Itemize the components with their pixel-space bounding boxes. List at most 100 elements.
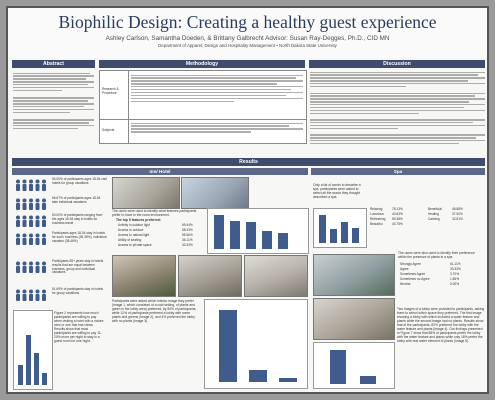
- people-icon: [14, 288, 48, 302]
- lobby-image-1: [112, 255, 176, 297]
- hotel-pref-intro: The users were used to identify what fea…: [112, 209, 197, 217]
- spa-pref-item: Sometimes no Agree 1.85%: [400, 277, 480, 282]
- poster-title: Biophilic Design: Creating a healthy gue…: [58, 12, 437, 32]
- inn-figure-caption: Figure 2 represents how much participant…: [54, 311, 104, 343]
- spa-pref-item: Agree 33.33%: [400, 267, 480, 272]
- results-header: Results: [12, 158, 485, 166]
- hotel-pref-item: Ability of seating 36.11%: [118, 238, 204, 243]
- methodology-header: Methodology: [99, 60, 305, 68]
- spa-bottom-text: Two images of a lobby were provided to p…: [397, 307, 485, 343]
- spa-word-item: Relaxing 78.13%: [370, 207, 408, 212]
- spa-word-item: Healing 37.50%: [428, 212, 478, 217]
- spa-word-label: Relaxing: [370, 207, 383, 211]
- methodology-label-research: Research & Procedure: [102, 87, 119, 95]
- hotel-pref-value: 36.11%: [182, 238, 193, 242]
- methodology-subjects-text: [131, 121, 303, 141]
- spa-pref-value: 1.85%: [450, 277, 460, 281]
- abstract-text: [13, 71, 94, 153]
- spa-word-value: 32.81%: [452, 217, 463, 221]
- spa-word-label: Beautiful: [370, 222, 383, 226]
- discussion-text: [310, 70, 485, 154]
- methodology-label-subjects: Subjects: [102, 128, 115, 132]
- hotel-pref-label: Access to outdoor: [118, 228, 144, 232]
- poster: Biophilic Design: Creating a healthy gue…: [6, 6, 489, 394]
- methodology-table: Research & Procedure Subjects: [99, 70, 307, 144]
- people-icon: [14, 178, 48, 192]
- spa-word-value: 59.38%: [392, 217, 403, 221]
- inn-pay-chart: [13, 310, 53, 390]
- poster-header: Biophilic Design: Creating a healthy gue…: [8, 8, 487, 58]
- spa-pref-item: Neutral 0.00%: [400, 282, 480, 287]
- inn-hotel-header: Inn/ Hotel: [12, 168, 308, 175]
- spa-pref-label: Strongly Agree: [400, 262, 421, 266]
- inn-stat-text: 51.69% of participants stay in hotels fo…: [52, 287, 104, 295]
- spa-pref-label: Agree: [400, 267, 409, 271]
- abstract-header: Abstract: [12, 60, 95, 68]
- spa-pref-item: Sometimes Agree 3.70%: [400, 272, 480, 277]
- spa-word-value: 43.75%: [392, 222, 403, 226]
- poster-department: Department of Apparel, Design and Hospit…: [158, 43, 337, 48]
- spa-word-value: 46.88%: [452, 207, 463, 211]
- inn-stat-text: 66.67% of participants ages 18-54 take i…: [52, 196, 101, 204]
- spa-pref-item: Strongly Agree 61.11%: [400, 262, 480, 267]
- inn-stat-text: Participants ages 18-54 stay in hotels f…: [52, 231, 107, 243]
- inn-stat-text: 54.00% of participants ages 18-54 visit …: [52, 177, 107, 185]
- hotel-pref-value: 69.44%: [182, 223, 193, 227]
- spa-lobby-image-5: [313, 298, 395, 340]
- poster-authors: Ashley Carlson, Samantha Doeden, & Britt…: [105, 35, 390, 42]
- spa-pref-label: Sometimes Agree: [400, 272, 426, 276]
- hotel-pref-value: 33.33%: [182, 243, 193, 247]
- discussion-header: Discussion: [309, 60, 485, 68]
- hotel-room-photo-2: [181, 177, 249, 209]
- hotel-pref-title: The top 5 features preferred:: [116, 218, 161, 222]
- hotel-pref-value: 55.56%: [182, 233, 193, 237]
- spa-word-item: Refreshing 59.38%: [370, 217, 408, 222]
- lobby-image-2: [178, 255, 242, 297]
- inn-stat-text: Participants 55+ years stay in hotels re…: [52, 259, 104, 275]
- spa-word-label: Healing: [428, 212, 439, 216]
- hotel-pref-item: Activity in outdoor light 69.44%: [118, 223, 204, 228]
- spa-pref-value: 3.70%: [450, 272, 460, 276]
- spa-pref-value: 0.00%: [450, 282, 460, 286]
- spa-word-item: Calming 32.81%: [428, 217, 478, 222]
- spa-pref-value: 61.11%: [450, 262, 461, 266]
- spa-words-chart: [313, 208, 367, 248]
- inn-lobby-text: Participants were asked which interior i…: [112, 299, 197, 323]
- hotel-pref-item: Access to private space 33.33%: [118, 243, 204, 248]
- hotel-pref-item: Access to outdoor 58.33%: [118, 228, 204, 233]
- spa-word-label: Luxurious: [370, 212, 384, 216]
- spa-intro: Only a list of words to describe a spa, …: [313, 183, 361, 199]
- people-icon: [14, 197, 48, 211]
- spa-pref-label: Sometimes no Agree: [400, 277, 430, 281]
- spa-word-value: 40.63%: [392, 212, 403, 216]
- hotel-pref-label: Access to natural light: [118, 233, 150, 237]
- hotel-pref-value: 58.33%: [182, 228, 193, 232]
- spa-word-value: 37.50%: [452, 212, 463, 216]
- spa-word-value: 78.13%: [392, 207, 403, 211]
- spa-word-item: Beautiful 43.75%: [370, 222, 408, 227]
- inn-stat-text: 50.00% of participants ranging from the …: [52, 213, 103, 225]
- spa-word-label: Beneficial: [428, 207, 442, 211]
- people-icon: [14, 260, 48, 274]
- spa-pref-value: 33.33%: [450, 267, 461, 271]
- hotel-room-photo-1: [112, 177, 180, 209]
- spa-pref-label: Neutral: [400, 282, 411, 286]
- spa-word-item: Beneficial 46.88%: [428, 207, 478, 212]
- spa-word-item: Luxurious 40.63%: [370, 212, 408, 217]
- hotel-pref-label: Access to private space: [118, 243, 152, 247]
- hotel-pref-label: Ability of seating: [118, 238, 142, 242]
- people-icon: [14, 232, 48, 246]
- spa-word-label: Calming: [428, 217, 440, 221]
- lobby-image-3: [244, 255, 308, 297]
- methodology-research-text: [131, 73, 303, 117]
- hotel-pref-chart: [207, 208, 309, 254]
- spa-pref-intro: The users were also used to identify the…: [398, 251, 475, 259]
- people-icon: [14, 214, 48, 228]
- hotel-pref-label: Activity in outdoor light: [118, 223, 150, 227]
- lobby-pref-chart: [204, 299, 308, 389]
- spa-lobby-chart: [313, 342, 395, 389]
- spa-header: Spa: [311, 168, 485, 175]
- spa-lobby-image-4: [313, 254, 395, 296]
- spa-word-label: Refreshing: [370, 217, 386, 221]
- hotel-pref-item: Access to natural light 55.56%: [118, 233, 204, 238]
